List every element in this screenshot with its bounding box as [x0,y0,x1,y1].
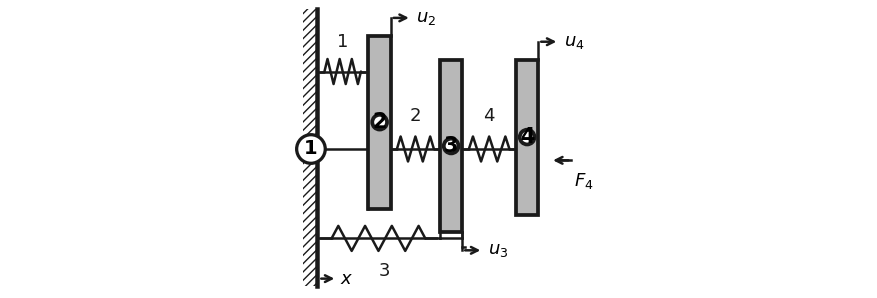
Text: 2: 2 [373,112,387,132]
Text: $u_2$: $u_2$ [417,9,437,27]
Bar [368,36,391,209]
Circle shape [444,139,459,153]
Bar [440,60,462,232]
Bar [303,9,317,286]
Text: 1: 1 [337,33,348,51]
Text: $u_4$: $u_4$ [564,33,584,51]
Text: 3: 3 [379,262,390,280]
Text: 4: 4 [520,127,534,147]
Circle shape [372,115,387,130]
Text: $F_4$: $F_4$ [574,171,594,191]
Text: 2: 2 [410,107,421,125]
Text: 1: 1 [304,139,317,159]
Text: 4: 4 [483,107,495,125]
Text: $x$: $x$ [340,270,353,288]
Text: 3: 3 [444,136,459,156]
Circle shape [520,130,534,145]
Bar [516,60,538,215]
Text: $u_3$: $u_3$ [488,241,508,259]
Circle shape [296,135,325,163]
